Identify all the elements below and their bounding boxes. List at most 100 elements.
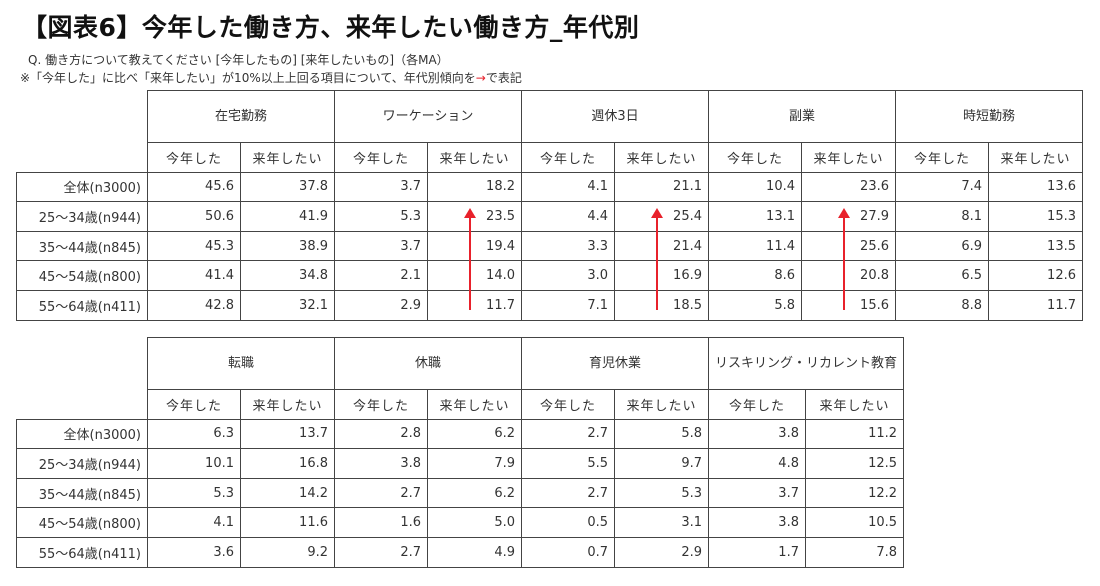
subheader-this-year: 今年した xyxy=(147,142,241,173)
cell-next-year: 4.9 xyxy=(427,536,522,568)
subheader-next-year: 来年したい xyxy=(240,389,335,420)
cell-next-year: 2.9 xyxy=(614,536,709,568)
group-header: ワーケーション xyxy=(334,90,522,143)
cell-this-year: 2.7 xyxy=(521,477,615,509)
cell-next-year: 3.1 xyxy=(614,507,709,538)
cell-next-year: 37.8 xyxy=(240,171,335,203)
subheader-this-year: 今年した xyxy=(334,389,428,420)
cell-this-year: 8.1 xyxy=(895,201,989,232)
cell-this-year: 13.1 xyxy=(708,201,802,232)
row-label: 25～34歳(n944) xyxy=(16,448,148,479)
group-header: 時短勤務 xyxy=(895,90,1083,143)
group-header: 育児休業 xyxy=(521,337,709,390)
cell-this-year: 2.8 xyxy=(334,418,428,450)
cell-this-year: 2.7 xyxy=(334,536,428,568)
cell-next-year: 18.5 xyxy=(614,289,709,321)
subheader-next-year: 来年したい xyxy=(427,142,522,173)
cell-this-year: 41.4 xyxy=(147,260,241,291)
cell-this-year: 2.9 xyxy=(334,289,428,321)
subheader-next-year: 来年したい xyxy=(988,142,1083,173)
group-header: 週休3日 xyxy=(521,90,709,143)
cell-next-year: 20.8 xyxy=(801,260,896,291)
cell-next-year: 41.9 xyxy=(240,201,335,232)
cell-this-year: 5.3 xyxy=(334,201,428,232)
cell-next-year: 21.4 xyxy=(614,230,709,262)
table-row: 55～64歳(n411) 3.6 9.2 2.7 4.9 0.7 2.9 1.7 7.8 xyxy=(16,536,905,568)
subheader-next-year: 来年したい xyxy=(804,389,905,420)
table-row: 55～64歳(n411) 42.8 32.1 2.9 11.7 7.1 18.5 5.8 15.… xyxy=(16,289,1083,321)
cell-this-year: 3.3 xyxy=(521,230,615,262)
cell-next-year: 7.9 xyxy=(427,448,522,479)
cell-next-year: 19.4 xyxy=(427,230,522,262)
cell-next-year: 11.2 xyxy=(804,418,905,450)
cell-this-year: 5.5 xyxy=(521,448,615,479)
note-before: ※「今年した」に比べ「来年したい」が10%以上上回る項目について、年代別傾向を xyxy=(20,71,476,85)
cell-next-year: 21.1 xyxy=(614,171,709,203)
table-work-styles-2: 転職 休職 育児休業 リスキリング・リカレント教育 今年した 来年したい 今年した 来年したい… xyxy=(16,337,905,568)
red-arrow-icon: → xyxy=(475,71,486,85)
cell-next-year: 12.6 xyxy=(988,260,1083,291)
subheader-next-year: 来年したい xyxy=(240,142,335,173)
subheader-this-year: 今年した xyxy=(334,142,428,173)
cell-next-year: 16.9 xyxy=(614,260,709,291)
row-label: 35～44歳(n845) xyxy=(16,230,148,262)
cell-this-year: 45.3 xyxy=(147,230,241,262)
cell-next-year: 6.2 xyxy=(427,477,522,509)
trend-up-arrow-icon xyxy=(651,208,663,310)
subheader-this-year: 今年した xyxy=(521,142,615,173)
cell-next-year: 9.2 xyxy=(240,536,335,568)
cell-next-year: 7.8 xyxy=(804,536,905,568)
row-label: 45～54歳(n800) xyxy=(16,260,148,291)
cell-this-year: 3.7 xyxy=(708,477,806,509)
row-label: 55～64歳(n411) xyxy=(16,536,148,568)
cell-this-year: 1.7 xyxy=(708,536,806,568)
cell-next-year: 13.6 xyxy=(988,171,1083,203)
table-row: 35～44歳(n845) 45.3 38.9 3.7 19.4 3.3 21.4 11.4 25… xyxy=(16,230,1083,262)
cell-this-year: 7.1 xyxy=(521,289,615,321)
table-row: 45～54歳(n800) 41.4 34.8 2.1 14.0 3.0 16.9 8.6 20.… xyxy=(16,260,1083,291)
question-text: Q. 働き方について教えてください [今年したもの] [来年したいもの]（各MA… xyxy=(28,53,449,67)
cell-next-year: 32.1 xyxy=(240,289,335,321)
cell-next-year: 18.2 xyxy=(427,171,522,203)
cell-this-year: 3.8 xyxy=(334,448,428,479)
cell-next-year: 11.6 xyxy=(240,507,335,538)
cell-next-year: 11.7 xyxy=(427,289,522,321)
group-header: 副業 xyxy=(708,90,896,143)
cell-this-year: 0.7 xyxy=(521,536,615,568)
cell-this-year: 3.7 xyxy=(334,230,428,262)
cell-next-year: 9.7 xyxy=(614,448,709,479)
cell-this-year: 4.1 xyxy=(521,171,615,203)
cell-next-year: 15.6 xyxy=(801,289,896,321)
corner-blank xyxy=(17,390,148,420)
table-work-styles-1: 在宅勤務 ワーケーション 週休3日 副業 時短勤務 今年した 来年したい 今年した 来年したい今… xyxy=(16,90,1083,321)
cell-this-year: 45.6 xyxy=(147,171,241,203)
cell-this-year: 2.7 xyxy=(521,418,615,450)
cell-next-year: 10.5 xyxy=(804,507,905,538)
cell-this-year: 11.4 xyxy=(708,230,802,262)
cell-this-year: 8.8 xyxy=(895,289,989,321)
table-row: 全体(n3000) 45.6 37.8 3.7 18.2 4.1 21.1 10.4 23.6 7… xyxy=(16,171,1083,203)
cell-next-year: 6.2 xyxy=(427,418,522,450)
trend-up-arrow-icon xyxy=(838,208,850,310)
cell-this-year: 3.7 xyxy=(334,171,428,203)
cell-next-year: 13.7 xyxy=(240,418,335,450)
table-row: 全体(n3000) 6.3 13.7 2.8 6.2 2.7 5.8 3.8 11.2 xyxy=(16,418,905,450)
cell-this-year: 4.4 xyxy=(521,201,615,232)
subheader-next-year: 来年したい xyxy=(614,389,709,420)
cell-this-year: 6.9 xyxy=(895,230,989,262)
cell-this-year: 6.3 xyxy=(147,418,241,450)
cell-next-year: 16.8 xyxy=(240,448,335,479)
subheader-this-year: 今年した xyxy=(521,389,615,420)
group-header: リスキリング・リカレント教育 xyxy=(707,337,905,390)
cell-this-year: 3.8 xyxy=(708,507,806,538)
cell-this-year: 0.5 xyxy=(521,507,615,538)
corner-blank xyxy=(17,338,148,390)
group-header: 在宅勤務 xyxy=(147,90,335,143)
subheader-this-year: 今年した xyxy=(147,389,241,420)
cell-this-year: 8.6 xyxy=(708,260,802,291)
cell-next-year: 14.2 xyxy=(240,477,335,509)
cell-next-year: 23.5 xyxy=(427,201,522,232)
cell-next-year: 38.9 xyxy=(240,230,335,262)
corner-blank xyxy=(17,91,148,143)
cell-next-year: 11.7 xyxy=(988,289,1083,321)
